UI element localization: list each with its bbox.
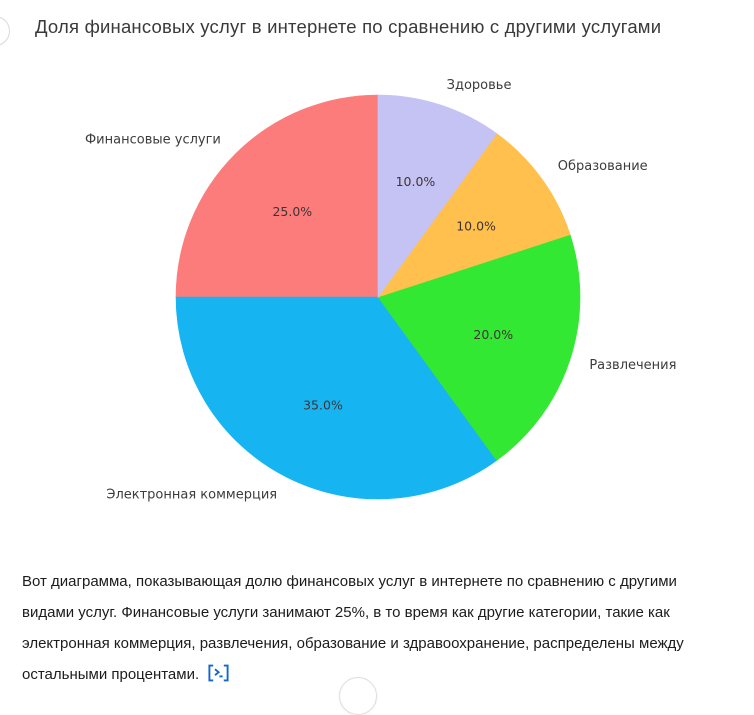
slice-label: Развлечения bbox=[589, 358, 676, 373]
slice-label: Образование bbox=[558, 159, 648, 174]
scroll-to-bottom-button[interactable] bbox=[339, 677, 377, 715]
message-line: видами услуг. Финансовые услуги занимают… bbox=[22, 604, 670, 621]
pct-label: 10.0% bbox=[456, 218, 496, 233]
chart-title: Доля финансовых услуг в интернете по сра… bbox=[35, 16, 662, 37]
pct-label: 25.0% bbox=[272, 204, 312, 219]
message-line: Вот диаграмма, показывающая долю финансо… bbox=[22, 573, 677, 590]
slice-label: Электронная коммерция bbox=[106, 487, 277, 502]
avatar-partial bbox=[0, 16, 10, 46]
message-line: электронная коммерция, развлечения, обра… bbox=[22, 635, 684, 652]
pct-label: 35.0% bbox=[303, 397, 343, 412]
pie-slice-1 bbox=[175, 296, 498, 500]
pie-slice-4 bbox=[377, 94, 498, 298]
pie-slice-3 bbox=[377, 133, 571, 298]
pie-chart: 25.0% Финансовые услуги 35.0% Электронная к… bbox=[0, 55, 754, 560]
assistant-message: Вот диаграмма, показывающая долю финансо… bbox=[22, 566, 748, 693]
pie-svg: 25.0% Финансовые услуги 35.0% Электронная к… bbox=[85, 78, 676, 502]
message-line-text: остальными процентами. bbox=[22, 666, 200, 683]
slice-label: Здоровье bbox=[447, 78, 512, 93]
message-line: остальными процентами. bbox=[22, 659, 748, 693]
slice-label: Финансовые услуги bbox=[85, 132, 221, 147]
pct-label: 20.0% bbox=[473, 327, 513, 342]
pct-label: 10.0% bbox=[396, 174, 436, 189]
pie-slice-2 bbox=[377, 234, 581, 461]
pie-slice-0 bbox=[175, 94, 379, 298]
code-terminal-icon[interactable] bbox=[207, 662, 230, 693]
